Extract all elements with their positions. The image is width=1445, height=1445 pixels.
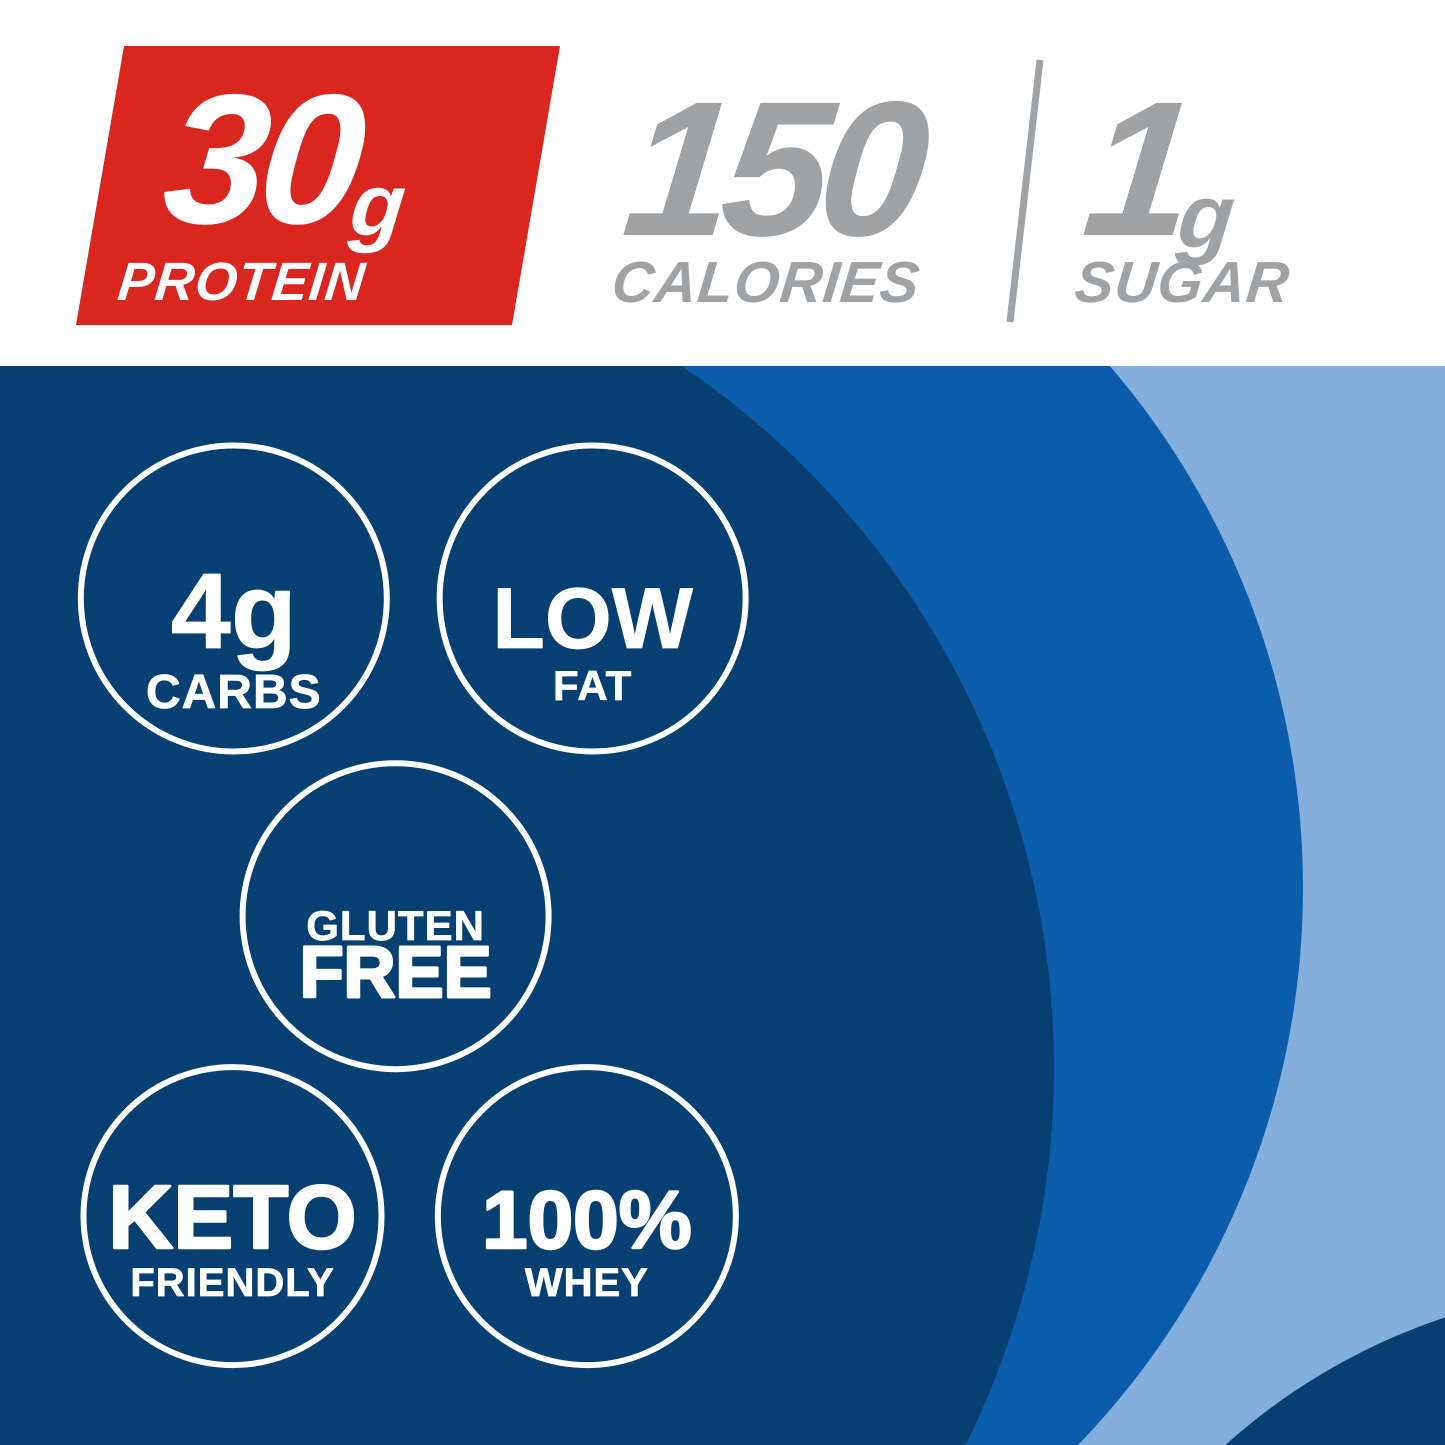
svg-text:4g: 4g: [171, 550, 297, 671]
svg-text:FREE: FREE: [300, 933, 492, 1013]
svg-text:CARBS: CARBS: [146, 666, 322, 719]
svg-text:FRIENDLY: FRIENDLY: [130, 1261, 334, 1305]
svg-text:LOW: LOW: [492, 571, 693, 667]
svg-text:FAT: FAT: [553, 662, 632, 709]
svg-text:100%: 100%: [482, 1175, 692, 1266]
svg-text:WHEY: WHEY: [525, 1261, 649, 1305]
svg-text:KETO: KETO: [108, 1168, 356, 1268]
